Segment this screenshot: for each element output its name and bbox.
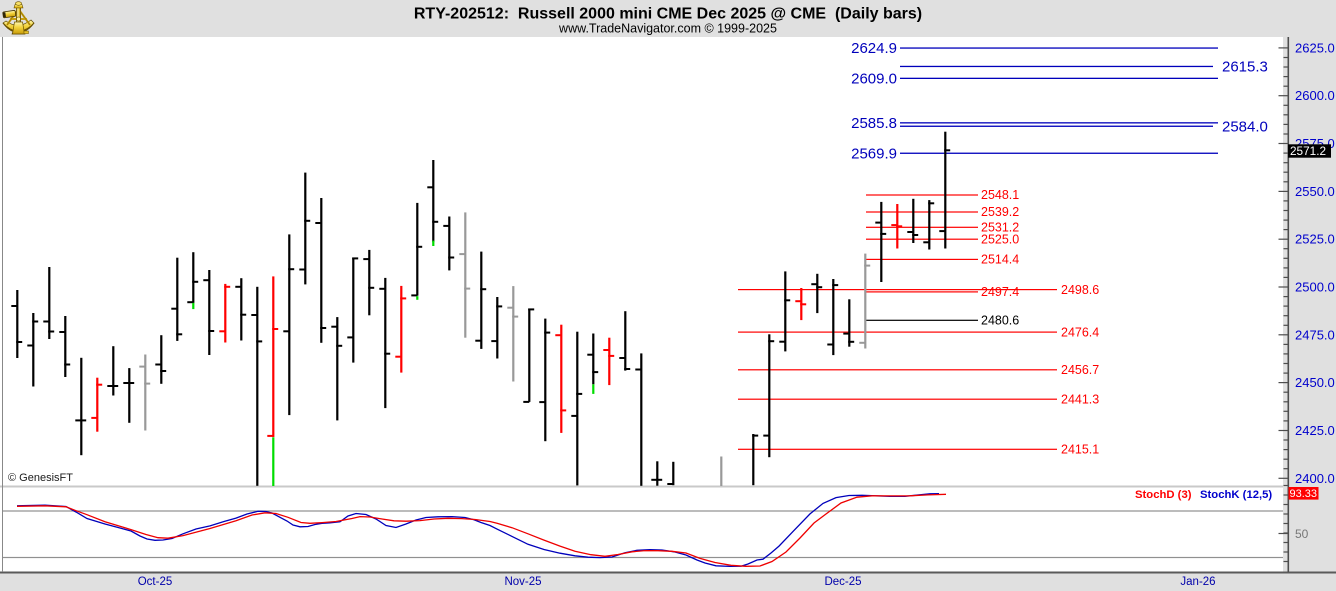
svg-text:2609.0: 2609.0 [851, 70, 897, 87]
svg-text:2475.0: 2475.0 [1295, 327, 1335, 342]
svg-text:RTY-202512: Russell 2000 mini: RTY-202512: Russell 2000 mini CME Dec 20… [414, 6, 922, 23]
svg-text:Dec-25: Dec-25 [824, 576, 861, 588]
svg-text:2480.6: 2480.6 [981, 314, 1019, 328]
svg-text:2450.0: 2450.0 [1295, 375, 1335, 390]
svg-text:2498.6: 2498.6 [1061, 283, 1099, 297]
svg-text:2531.2: 2531.2 [981, 221, 1019, 235]
svg-text:2615.3: 2615.3 [1222, 59, 1268, 76]
svg-text:2425.0: 2425.0 [1295, 423, 1335, 438]
svg-text:2625.0: 2625.0 [1295, 40, 1335, 55]
svg-text:2539.2: 2539.2 [981, 205, 1019, 219]
svg-text:StochD (3): StochD (3) [1135, 489, 1192, 501]
svg-text:2497.4: 2497.4 [981, 285, 1019, 299]
svg-text:2500.0: 2500.0 [1295, 280, 1335, 295]
svg-text:2585.8: 2585.8 [851, 115, 897, 132]
svg-text:50: 50 [1295, 527, 1309, 541]
svg-text:2550.0: 2550.0 [1295, 184, 1335, 199]
svg-text:2548.1: 2548.1 [981, 188, 1019, 202]
svg-text:www.TradeNavigator.com © 1999-: www.TradeNavigator.com © 1999-2025 [558, 22, 777, 36]
svg-text:2584.0: 2584.0 [1222, 118, 1268, 135]
svg-text:2415.1: 2415.1 [1061, 443, 1099, 457]
svg-text:2514.4: 2514.4 [981, 253, 1019, 267]
svg-text:© GenesisFT: © GenesisFT [8, 472, 73, 484]
svg-text:StochK (12,5): StochK (12,5) [1200, 489, 1272, 501]
svg-text:2456.7: 2456.7 [1061, 363, 1099, 377]
svg-text:2624.9: 2624.9 [851, 40, 897, 57]
svg-text:Jan-26: Jan-26 [1180, 576, 1215, 588]
svg-text:Nov-25: Nov-25 [504, 576, 541, 588]
svg-text:93.33: 93.33 [1290, 488, 1318, 500]
svg-text:2525.0: 2525.0 [981, 232, 1019, 246]
svg-text:2476.4: 2476.4 [1061, 325, 1099, 339]
svg-text:2569.9: 2569.9 [851, 145, 897, 162]
svg-text:2525.0: 2525.0 [1295, 232, 1335, 247]
svg-text:2600.0: 2600.0 [1295, 88, 1335, 103]
svg-text:2441.3: 2441.3 [1061, 392, 1099, 406]
svg-text:2571.2: 2571.2 [1290, 144, 1326, 158]
svg-text:2400.0: 2400.0 [1295, 471, 1335, 486]
svg-text:Oct-25: Oct-25 [138, 576, 173, 588]
